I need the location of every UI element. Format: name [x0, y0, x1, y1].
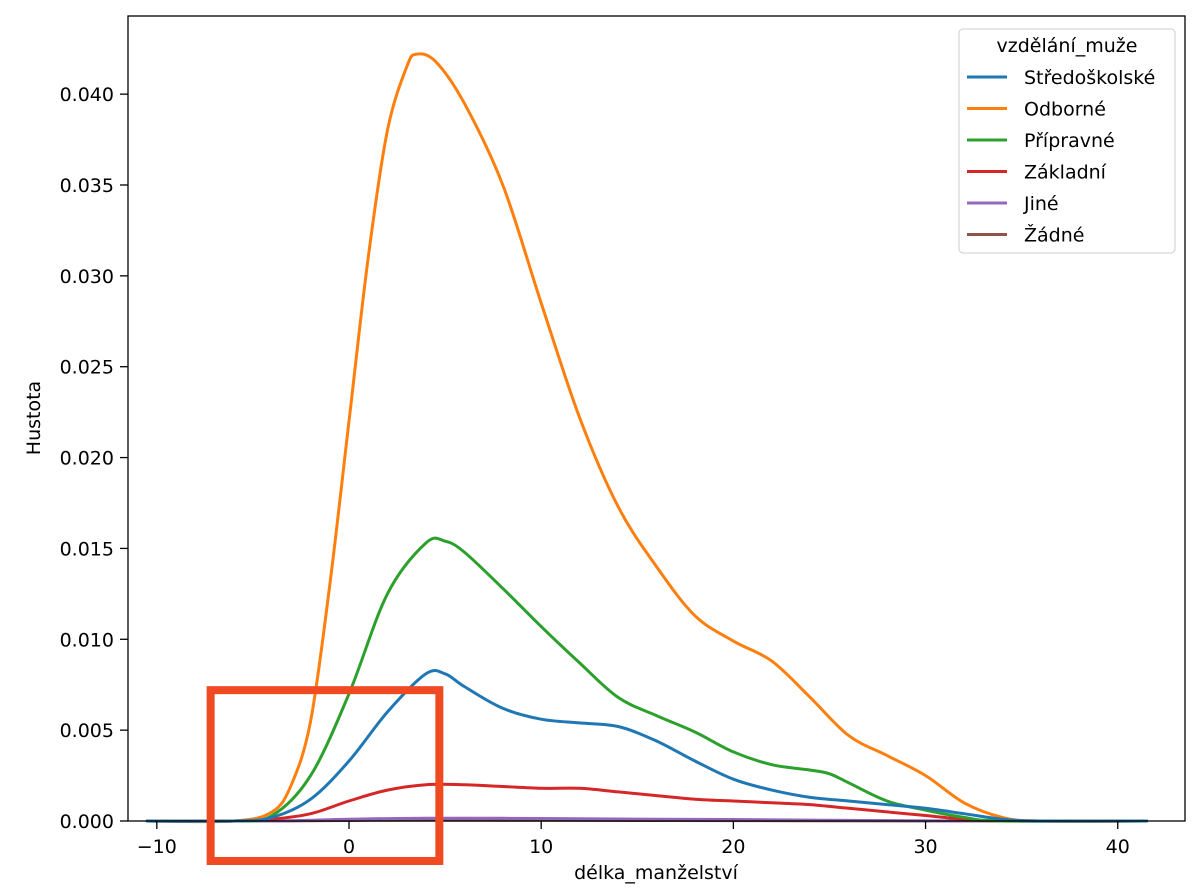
- plot-lines: [145, 52, 1149, 824]
- y-tick-label: 0.035: [60, 175, 114, 197]
- x-tick-label: −10: [137, 836, 177, 858]
- legend-label: Odborné: [1024, 99, 1106, 121]
- x-tick-label: 30: [913, 836, 937, 858]
- y-tick-label: 0.005: [60, 720, 114, 742]
- y-axis-label: Hustota: [23, 381, 45, 455]
- legend-label: Přípravné: [1024, 130, 1115, 152]
- y-tick-label: 0.030: [60, 266, 114, 288]
- series-line-odborne: [145, 52, 1149, 824]
- x-tick-label: 20: [721, 836, 745, 858]
- plot-frame: [127, 15, 1186, 822]
- highlight-rectangle: [206, 686, 444, 865]
- legend-items: Středoškolské Odborné Přípravné Základní Jin…: [967, 67, 1155, 247]
- legend-label: Středoškolské: [1024, 67, 1155, 89]
- legend-label: Jiné: [1023, 193, 1059, 215]
- legend-label: Žádné: [1024, 224, 1084, 247]
- y-axis-ticks: 0.000 0.005 0.010 0.015 0.020 0.025 0.030 0.035…: [60, 84, 128, 833]
- legend-title: vzdělání_muže: [997, 35, 1138, 57]
- x-axis-ticks: −10 0 10 20 30 40: [137, 821, 1130, 858]
- y-tick-label: 0.015: [60, 538, 114, 560]
- legend-label: Základní: [1024, 162, 1107, 184]
- y-tick-label: 0.020: [60, 448, 114, 470]
- series-line-stredoskolske: [145, 668, 1149, 823]
- legend-frame: [958, 28, 1176, 254]
- y-tick-label: 0.040: [60, 84, 114, 106]
- x-tick-label: 40: [1106, 836, 1130, 858]
- y-tick-label: 0.010: [60, 629, 114, 651]
- x-tick-label: 0: [343, 836, 355, 858]
- series-line-zakladni: [145, 782, 1149, 823]
- y-tick-label: 0.025: [60, 357, 114, 379]
- legend: vzdělání_muže Středoškolské Odborné Přípra…: [958, 28, 1176, 254]
- series-line-pripravne: [145, 536, 1149, 823]
- x-axis-label: délka_manželství: [574, 862, 739, 884]
- y-tick-label: 0.000: [60, 811, 114, 833]
- x-tick-label: 10: [529, 836, 553, 858]
